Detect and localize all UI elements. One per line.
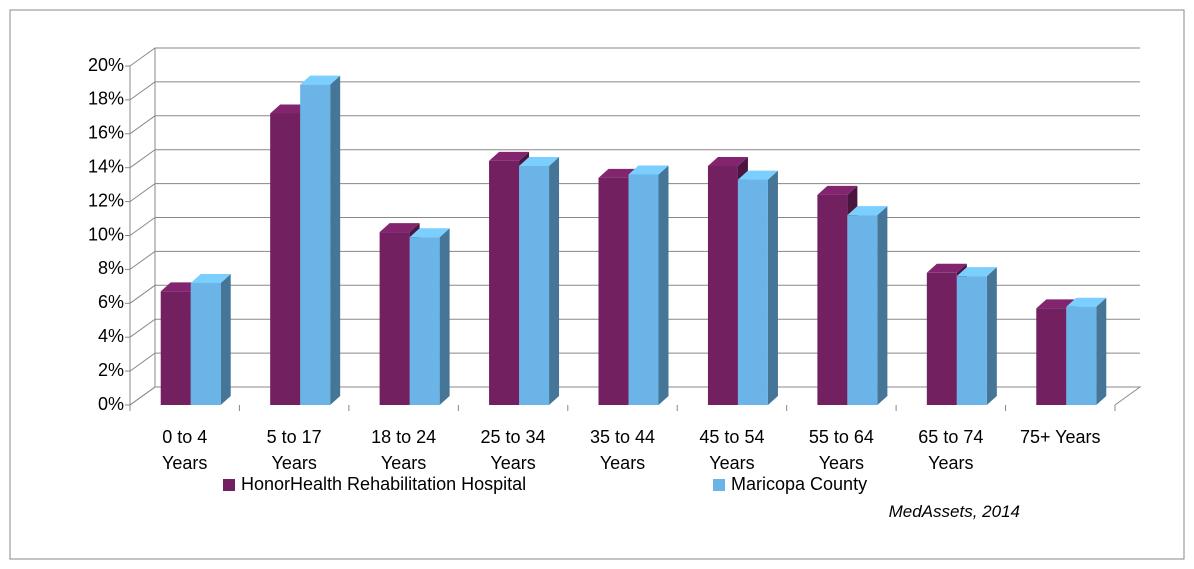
grid-line [129, 149, 1140, 169]
x-tick-label: 45 to 54 Years [699, 427, 765, 473]
bar-side [1096, 297, 1107, 405]
bar [628, 174, 659, 405]
bar [379, 232, 410, 405]
bar-top [519, 157, 560, 167]
bar [270, 113, 301, 406]
y-tick-label: 0% [98, 394, 124, 414]
legend-item: Maricopa County [713, 474, 867, 495]
bar-top [956, 267, 997, 277]
bar [1036, 308, 1067, 405]
bar [737, 179, 768, 405]
bar [817, 194, 848, 405]
bar [160, 291, 191, 405]
x-tick-label: 0 to 4 Years [162, 427, 208, 473]
bar-side [439, 228, 450, 405]
y-tick-label: 18% [88, 89, 124, 109]
bar-top [300, 75, 341, 85]
y-tick-label: 16% [88, 123, 124, 143]
x-tick-label: 5 to 17 Years [266, 427, 322, 473]
bar-side [658, 165, 669, 405]
bar-top [847, 206, 888, 216]
bar-top [737, 170, 778, 180]
bar-top [489, 151, 530, 161]
bar [1066, 306, 1097, 405]
x-tick-label: 25 to 34 Years [480, 427, 546, 473]
source-note: MedAssets, 2014 [888, 502, 1020, 521]
grid-line [129, 284, 1140, 304]
y-tick-label: 8% [98, 258, 124, 278]
grid-line [129, 217, 1140, 236]
bar [409, 237, 440, 405]
bar [926, 272, 957, 405]
x-tick-label: 75+ Years [1019, 427, 1101, 447]
bar [956, 276, 987, 405]
grid-line [129, 352, 1140, 372]
grid-line [129, 81, 1140, 101]
grid-line [129, 47, 1140, 67]
bar-side [986, 267, 997, 405]
bar [300, 84, 331, 406]
x-tick-label: 35 to 44 Years [589, 427, 656, 473]
grid-line [129, 115, 1140, 135]
y-tick-label: 20% [88, 55, 124, 75]
bar [190, 282, 221, 405]
bar-top [190, 273, 231, 283]
legend-item: HonorHealth Rehabilitation Hospital [223, 474, 526, 495]
bar-side [220, 273, 231, 405]
bar-side [330, 75, 341, 406]
y-tick-label: 6% [98, 292, 124, 312]
y-tick-label: 14% [88, 156, 124, 176]
grid-line [129, 250, 1140, 270]
y-tick-label: 12% [88, 190, 124, 210]
bar-top [409, 228, 450, 238]
grid-line [129, 183, 1140, 203]
bar [707, 166, 738, 405]
y-tick-label: 2% [98, 360, 124, 380]
legend-label: HonorHealth Rehabilitation Hospital [241, 474, 527, 494]
x-tick-label: 18 to 24 Years [371, 427, 437, 473]
bar-top [1036, 299, 1077, 309]
grid-line [129, 318, 1140, 338]
chart-border [9, 9, 1185, 560]
y-tick-label: 10% [88, 224, 124, 244]
bar [598, 177, 629, 405]
y-tick-label: 4% [98, 326, 124, 346]
bar [519, 166, 550, 405]
x-tick-label: 55 to 64 Years [808, 427, 874, 473]
legend-label: Maricopa County [731, 474, 868, 494]
bar-top [628, 165, 669, 175]
bar-side [877, 206, 888, 405]
bar-top [817, 185, 858, 195]
bar-top [707, 157, 748, 167]
bar-top [926, 263, 967, 273]
bar [489, 160, 520, 405]
bar-side [767, 170, 778, 405]
bar-top [1066, 297, 1107, 307]
bar [847, 215, 878, 405]
bar-side [549, 157, 560, 405]
grid-line [129, 386, 1140, 406]
x-tick-label: 65 to 74 Years [918, 427, 984, 473]
legend-swatch [713, 478, 725, 491]
legend-swatch [223, 478, 235, 491]
bar-top [379, 223, 420, 233]
